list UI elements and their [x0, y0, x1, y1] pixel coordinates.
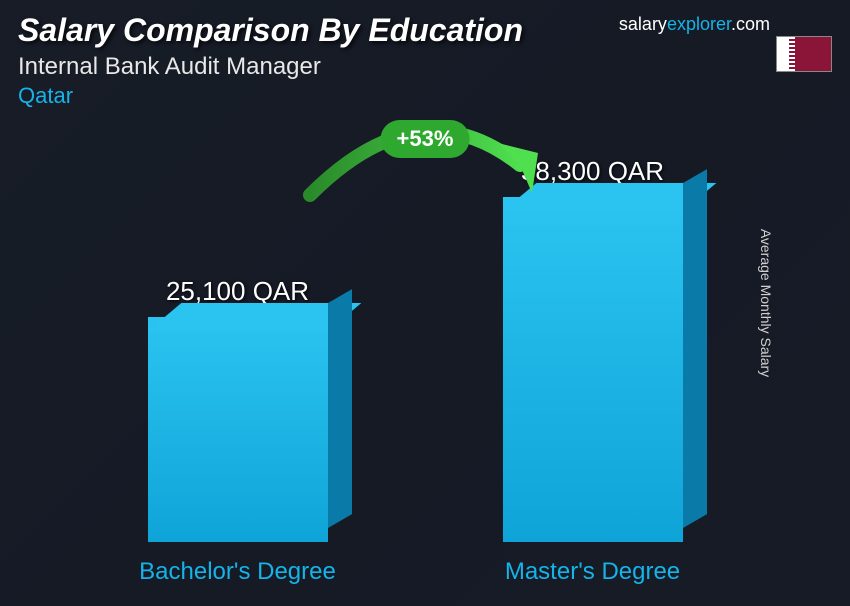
- bar-side-face: [683, 169, 707, 528]
- brand-logo: salaryexplorer.com: [619, 14, 770, 35]
- percent-increase-badge: +53%: [381, 120, 470, 158]
- bar-front-face: [503, 197, 683, 542]
- brand-tld: .com: [731, 14, 770, 34]
- bar-3d-bachelor: [148, 317, 328, 542]
- brand-prefix: salary: [619, 14, 667, 34]
- qatar-flag-icon: [776, 36, 832, 72]
- bar-front-face: [148, 317, 328, 542]
- bar-label-master: Master's Degree: [505, 558, 680, 586]
- chart-subtitle: Internal Bank Audit Manager: [18, 53, 832, 81]
- bar-side-face: [328, 289, 352, 528]
- brand-suffix: explorer: [667, 14, 731, 34]
- bar-group-bachelor: 25,100 QAR Bachelor's Degree: [108, 276, 368, 586]
- flag-maroon-stripe: [795, 37, 831, 71]
- bar-3d-master: [503, 197, 683, 542]
- bar-label-bachelor: Bachelor's Degree: [139, 558, 336, 586]
